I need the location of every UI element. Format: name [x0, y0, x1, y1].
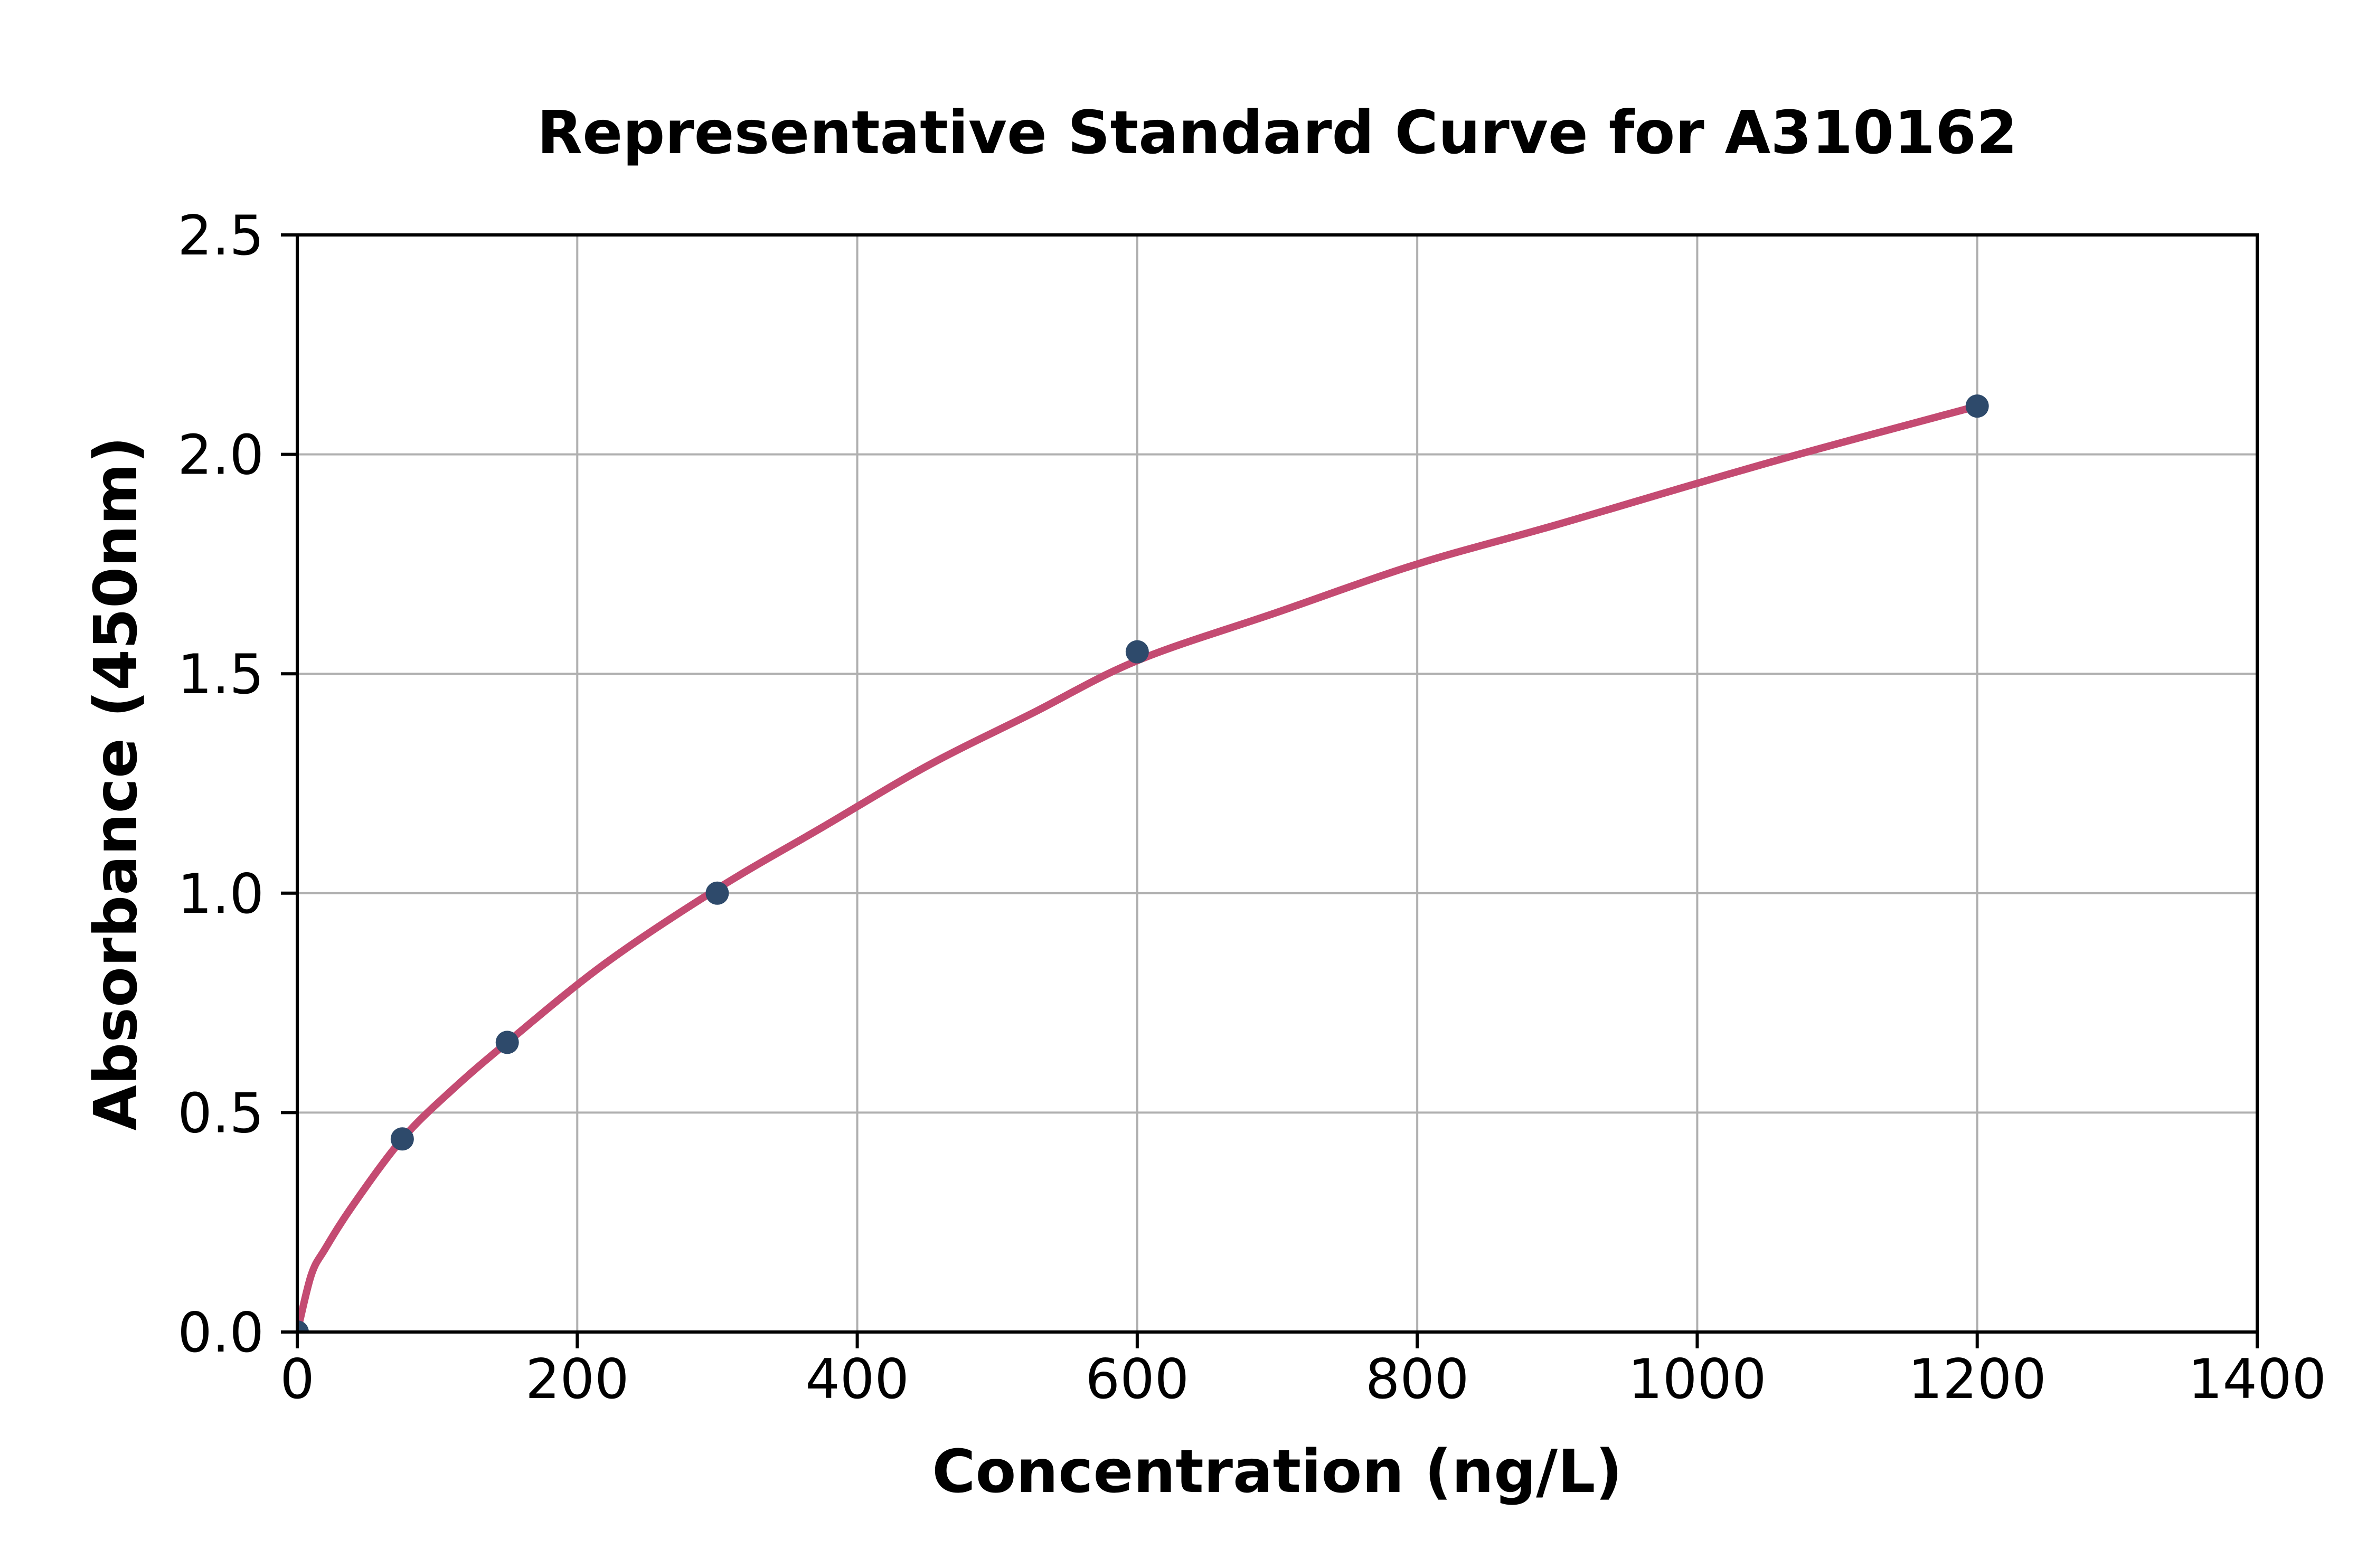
x-tick-label: 800 [1365, 1348, 1469, 1411]
x-tick-label: 1400 [2188, 1348, 2326, 1411]
x-tick-label: 1000 [1628, 1348, 1766, 1411]
data-point [705, 881, 729, 905]
x-tick-label: 1200 [1908, 1348, 2047, 1411]
data-points [297, 394, 1989, 1332]
y-tick-label: 1.0 [177, 863, 264, 926]
x-tick-label: 0 [280, 1348, 315, 1411]
y-axis-label: Absorbance (450nm) [82, 436, 150, 1130]
plot-border [296, 233, 2259, 1334]
data-point [1965, 394, 1989, 418]
y-tick-label: 0.0 [177, 1301, 264, 1365]
y-tick-label: 0.5 [177, 1082, 264, 1145]
axis-tick-marks [281, 233, 2259, 1348]
x-tick-label: 200 [525, 1348, 629, 1411]
data-point [495, 1031, 519, 1054]
x-axis-label: Concentration (ng/L) [932, 1438, 1622, 1506]
x-tick-label: 600 [1086, 1348, 1190, 1411]
y-tick-label: 1.5 [177, 643, 264, 706]
chart-title: Representative Standard Curve for A31016… [537, 99, 2017, 167]
y-tick-label: 2.0 [177, 424, 264, 487]
x-tick-labels: 0 200 400 600 800 1000 1200 1400 [280, 1348, 2326, 1411]
y-tick-labels: 0.0 0.5 1.0 1.5 2.0 2.5 [177, 204, 264, 1365]
data-point [1125, 640, 1149, 664]
y-tick-label: 2.5 [177, 204, 264, 268]
x-tick-label: 400 [805, 1348, 909, 1411]
data-point [297, 1320, 309, 1332]
data-point [390, 1127, 414, 1151]
gridlines [297, 235, 2257, 1332]
